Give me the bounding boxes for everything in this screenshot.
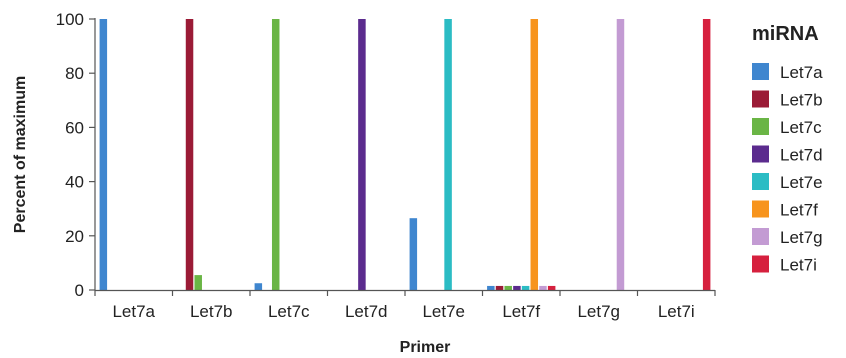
x-tick-label-let7f: Let7f: [502, 302, 540, 321]
bar-let7d-let7d: [358, 19, 366, 290]
x-tick-label-let7c: Let7c: [268, 302, 310, 321]
legend-label-let7d: Let7d: [780, 146, 823, 165]
legend-label-let7c: Let7c: [780, 118, 822, 137]
legend-swatch-let7f: [752, 200, 769, 218]
bar-let7b-let7b: [185, 19, 194, 290]
bar-let7i-let7i: [702, 19, 711, 290]
legend-swatch-let7d: [752, 145, 769, 163]
legend-swatch-let7i: [752, 255, 769, 273]
x-axis-title: Primer: [400, 339, 451, 356]
bar-let7e-let7e: [444, 19, 452, 290]
y-tick-label: 60: [65, 118, 84, 137]
y-axis-title: Percent of maximum: [12, 76, 29, 233]
bar-let7c-let7c: [271, 19, 280, 290]
bar-let7g-let7g: [616, 19, 625, 290]
x-tick-label-let7e: Let7e: [422, 302, 465, 321]
bar-let7e-let7a: [409, 218, 418, 290]
legend-label-let7b: Let7b: [780, 91, 823, 110]
y-tick-label: 40: [65, 173, 84, 192]
y-tick-label: 0: [75, 281, 84, 300]
y-tick-label: 20: [65, 227, 84, 246]
legend-label-let7g: Let7g: [780, 228, 823, 247]
x-tick-label-let7a: Let7a: [112, 302, 155, 321]
bar-let7b-let7c: [194, 275, 202, 290]
y-tick-label: 100: [56, 10, 84, 29]
bar-let7f-let7e: [521, 285, 530, 290]
bar-let7f-let7c: [504, 285, 512, 290]
bar-let7f-let7a: [487, 285, 495, 290]
legend-swatch-let7g: [752, 228, 769, 245]
legend-label-let7i: Let7i: [780, 256, 817, 275]
legend-swatch-let7e: [752, 173, 769, 190]
x-tick-label-let7g: Let7g: [577, 302, 620, 321]
axes-layer: [89, 18, 716, 296]
tick-labels-layer: 0 20 40 60 80 100 Let7a Let7b Let7c Let7d Let7e Let…: [56, 10, 695, 321]
legend-label-let7f: Let7f: [780, 201, 818, 220]
bar-let7c-let7a: [254, 283, 263, 290]
bar-let7f-let7g: [539, 285, 547, 290]
x-tick-label-let7d: Let7d: [345, 302, 388, 321]
bar-let7f-let7d: [513, 285, 521, 290]
legend-swatch-let7b: [752, 90, 769, 108]
y-tick-label: 80: [65, 64, 84, 83]
x-tick-label-let7i: Let7i: [658, 302, 695, 321]
legend-title: miRNA: [752, 23, 819, 45]
bar-let7f-let7f: [530, 19, 539, 290]
bar-let7f-let7b: [495, 285, 504, 290]
legend-swatch-let7c: [752, 118, 769, 135]
x-tick-label-let7b: Let7b: [190, 302, 233, 321]
bars-layer: [99, 19, 711, 290]
bar-let7a-let7a: [99, 19, 108, 290]
legend-swatch-let7a: [752, 63, 769, 80]
legend-label-let7e: Let7e: [780, 173, 823, 192]
legend: miRNA Let7a Let7b Let7c Let7d Let7e Let7f Let7…: [752, 23, 823, 275]
bar-let7f-let7i: [547, 285, 556, 290]
legend-label-let7a: Let7a: [780, 63, 823, 82]
